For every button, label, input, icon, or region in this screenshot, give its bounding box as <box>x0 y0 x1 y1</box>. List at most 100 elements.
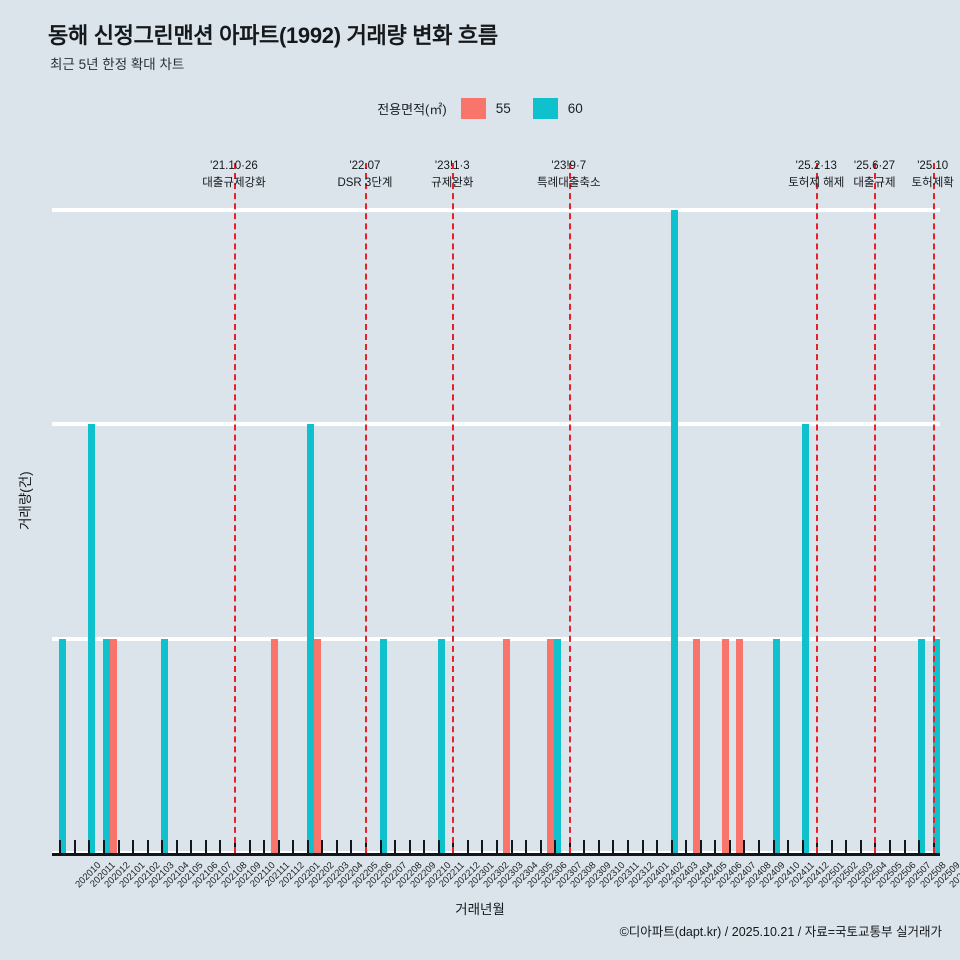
x-tick <box>175 840 178 853</box>
x-tick <box>758 840 761 853</box>
legend-label-55: 55 <box>495 100 511 116</box>
bar-60-202101 <box>103 638 111 853</box>
x-tick <box>627 840 630 853</box>
x-tick <box>787 840 790 853</box>
bar-60-202308 <box>554 638 562 853</box>
x-tick <box>59 840 62 853</box>
event-date: '25.6·27 <box>853 160 896 172</box>
event-annotation-202502: '25.2·13 토허제 해제 <box>788 158 844 191</box>
x-tick <box>423 840 426 853</box>
x-tick <box>394 840 397 853</box>
event-annotation-202506: '25.6·27 대출규제 <box>853 158 895 191</box>
x-tick <box>714 840 717 853</box>
event-annotation-202309: '23!9·7 특례대출축소 <box>537 158 600 191</box>
x-tick <box>612 840 615 853</box>
x-tick <box>641 840 644 853</box>
x-tick <box>350 840 353 853</box>
x-axis-label: 거래년월 <box>455 902 505 917</box>
x-tick <box>466 840 469 853</box>
event-text: 토허제확 <box>911 176 954 189</box>
page-title: 동해 신정그린맨션 아파트(1992) 거래량 변화 흐름 <box>48 23 498 48</box>
x-tick <box>248 840 251 853</box>
bar-55-202308 <box>547 638 555 853</box>
legend-swatch-60 <box>532 97 558 119</box>
x-tick <box>190 840 193 853</box>
bar-60-202012 <box>88 424 96 853</box>
event-annotation-202510: '25.10 토허제확 <box>912 158 954 191</box>
x-tick <box>146 840 149 853</box>
bar-60-202203 <box>306 424 314 853</box>
bar-60-202105 <box>161 638 169 853</box>
bar-55-202102 <box>110 638 118 853</box>
event-date: '25.2·13 <box>795 160 837 172</box>
x-tick <box>219 840 222 853</box>
event-text: 규제완화 <box>431 176 474 189</box>
x-tick <box>408 840 411 853</box>
x-tick <box>656 840 659 853</box>
gridline-y-3 <box>52 208 940 212</box>
x-tick <box>889 840 892 853</box>
x-tick <box>670 840 673 853</box>
x-tick <box>583 840 586 853</box>
x-tick <box>88 840 91 853</box>
event-date: '22.07 <box>349 160 381 172</box>
legend-title: 전용면적(㎡) <box>377 101 447 117</box>
event-text: 특례대출축소 <box>537 176 601 189</box>
x-tick <box>73 840 76 853</box>
x-axis-line <box>52 853 940 856</box>
event-annotation-202301: '23!1·3 규제완화 <box>431 158 473 191</box>
x-tick <box>539 840 542 853</box>
bar-55-202204 <box>314 638 322 853</box>
plot-area: 0123 <box>52 163 940 855</box>
event-line-202502 <box>816 163 819 853</box>
event-text: 대출규제강화 <box>202 176 266 189</box>
x-tick <box>306 840 309 853</box>
x-tick <box>728 840 731 853</box>
event-text: 대출규제 <box>853 176 896 189</box>
x-tick <box>102 840 105 853</box>
event-line-202110 <box>233 163 236 853</box>
x-tick <box>321 840 324 853</box>
event-line-202207 <box>364 163 367 853</box>
x-tick <box>510 840 513 853</box>
x-tick <box>481 840 484 853</box>
event-date: '23!1·3 <box>434 160 470 172</box>
x-tick <box>699 840 702 853</box>
event-date: '23!9·7 <box>551 160 587 172</box>
bar-60-202404 <box>670 210 678 853</box>
chart-legend: 전용면적(㎡) 55 60 <box>0 97 960 119</box>
x-tick <box>525 840 528 853</box>
x-tick <box>496 840 498 853</box>
bar-55-202406 <box>692 638 700 853</box>
x-tick <box>132 840 135 853</box>
x-tick <box>903 840 906 853</box>
bar-55-202201 <box>270 638 278 853</box>
x-tick <box>801 840 804 853</box>
footer-credit: ©디아파트(dapt.kr) / 2025.10.21 / 자료=국토교통부 실… <box>619 925 942 939</box>
event-text: 토허제 해제 <box>788 176 845 189</box>
event-line-202510 <box>932 163 935 853</box>
event-annotation-202110: '21.10·26 대출규제강화 <box>202 158 265 191</box>
event-date: '21.10·26 <box>210 160 258 172</box>
event-line-202309 <box>568 163 571 853</box>
gridline-y-2 <box>52 422 940 427</box>
event-annotation-202207: '22.07 DSR 3단계 <box>337 158 392 191</box>
x-tick <box>117 840 120 853</box>
x-tick <box>292 840 295 853</box>
x-tick <box>437 840 440 853</box>
x-tick <box>918 840 921 853</box>
x-tick <box>263 840 266 853</box>
x-tick <box>379 840 382 853</box>
event-line-202301 <box>452 163 455 853</box>
bar-60-202510 <box>932 638 940 853</box>
x-tick <box>204 840 207 853</box>
x-tick <box>845 840 848 853</box>
x-tick <box>597 840 600 853</box>
y-axis-label: 거래량(건) <box>18 471 33 530</box>
x-tick <box>830 840 833 853</box>
bar-55-202305 <box>503 638 511 853</box>
x-tick <box>772 840 775 853</box>
bar-60-202411 <box>772 638 780 853</box>
x-tick <box>859 840 862 853</box>
x-tick <box>554 840 557 853</box>
